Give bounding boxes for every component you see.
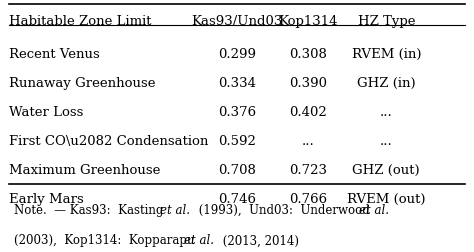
Text: 0.376: 0.376: [218, 106, 256, 119]
Text: ...: ...: [380, 106, 392, 119]
Text: Early Mars: Early Mars: [9, 193, 84, 206]
Text: (1993),  Und03:  Underwood: (1993), Und03: Underwood: [195, 204, 374, 217]
Text: RVEM (in): RVEM (in): [352, 48, 421, 61]
Text: Maximum Greenhouse: Maximum Greenhouse: [9, 164, 161, 177]
Text: 0.390: 0.390: [289, 77, 327, 90]
Text: 0.402: 0.402: [289, 106, 327, 119]
Text: First CO\u2082 Condensation: First CO\u2082 Condensation: [9, 135, 209, 148]
Text: et al.: et al.: [184, 234, 214, 247]
Text: Kop1314: Kop1314: [278, 15, 338, 28]
Text: 0.592: 0.592: [218, 135, 256, 148]
Text: GHZ (in): GHZ (in): [357, 77, 416, 90]
Text: 0.708: 0.708: [218, 164, 256, 177]
Text: GHZ (out): GHZ (out): [353, 164, 420, 177]
Text: Recent Venus: Recent Venus: [9, 48, 100, 61]
Text: HZ Type: HZ Type: [357, 15, 415, 28]
Text: Water Loss: Water Loss: [9, 106, 84, 119]
Text: et al.: et al.: [160, 204, 191, 217]
Text: Habitable Zone Limit: Habitable Zone Limit: [9, 15, 152, 28]
Text: ...: ...: [380, 135, 392, 148]
Text: et al.: et al.: [359, 204, 389, 217]
Text: Kas93/Und03: Kas93/Und03: [191, 15, 283, 28]
Text: RVEM (out): RVEM (out): [347, 193, 426, 206]
Text: 0.746: 0.746: [218, 193, 256, 206]
Text: 0.723: 0.723: [289, 164, 327, 177]
Text: Note.  — Kas93:  Kasting: Note. — Kas93: Kasting: [14, 204, 167, 217]
Text: Runaway Greenhouse: Runaway Greenhouse: [9, 77, 156, 90]
Text: 0.308: 0.308: [289, 48, 327, 61]
Text: 0.299: 0.299: [218, 48, 256, 61]
Text: 0.766: 0.766: [289, 193, 327, 206]
Text: 0.334: 0.334: [218, 77, 256, 90]
Text: (2003),  Kop1314:  Kopparapu: (2003), Kop1314: Kopparapu: [14, 234, 199, 247]
Text: ...: ...: [302, 135, 314, 148]
Text: (2013, 2014): (2013, 2014): [219, 234, 299, 247]
